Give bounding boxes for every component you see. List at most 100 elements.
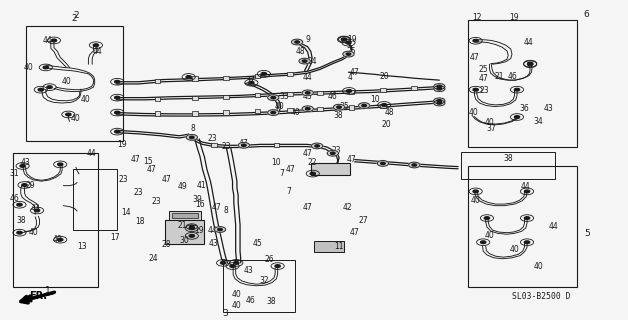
Circle shape: [302, 60, 307, 62]
Bar: [26, 26, 123, 140]
Text: 44: 44: [208, 226, 217, 235]
Circle shape: [330, 152, 335, 154]
Circle shape: [238, 142, 249, 148]
Circle shape: [189, 235, 195, 237]
Circle shape: [434, 86, 445, 92]
Text: 48: 48: [295, 47, 305, 56]
Text: 16: 16: [195, 200, 205, 209]
Text: 43: 43: [303, 92, 313, 100]
Circle shape: [190, 136, 194, 139]
Text: 47: 47: [162, 175, 171, 184]
Circle shape: [218, 228, 222, 231]
Circle shape: [58, 163, 63, 166]
Circle shape: [268, 95, 279, 100]
Text: 44: 44: [303, 73, 313, 82]
Circle shape: [473, 88, 479, 91]
Text: 41: 41: [197, 181, 206, 190]
Circle shape: [302, 90, 313, 96]
Bar: [224, 76, 229, 80]
Circle shape: [362, 104, 366, 107]
Text: 44: 44: [548, 222, 558, 231]
Text: 40: 40: [290, 108, 300, 117]
Text: 46: 46: [245, 296, 255, 305]
Text: 19: 19: [194, 226, 203, 235]
Text: 27: 27: [358, 216, 367, 225]
Circle shape: [17, 231, 22, 234]
Circle shape: [35, 209, 40, 212]
Text: 40: 40: [80, 95, 90, 104]
Text: 10: 10: [271, 158, 281, 167]
Bar: [317, 91, 323, 95]
Text: 8: 8: [191, 124, 195, 133]
Text: 47: 47: [285, 164, 295, 174]
Text: 23: 23: [331, 146, 341, 155]
Text: 36: 36: [519, 104, 529, 113]
Circle shape: [186, 224, 197, 229]
Text: 19: 19: [117, 140, 126, 149]
Text: 37: 37: [245, 76, 255, 85]
Text: 23: 23: [118, 175, 127, 184]
Text: 40: 40: [471, 196, 480, 205]
Text: 40: 40: [510, 245, 519, 254]
Circle shape: [327, 150, 338, 156]
Text: 43: 43: [21, 158, 31, 167]
Text: 28: 28: [162, 240, 171, 249]
Text: 47: 47: [470, 53, 479, 62]
Text: 24: 24: [308, 57, 318, 66]
Text: 40: 40: [232, 290, 241, 299]
Circle shape: [437, 88, 441, 90]
Text: 47: 47: [350, 68, 360, 77]
Text: 7: 7: [279, 169, 284, 178]
Bar: [255, 109, 261, 113]
Text: 40: 40: [533, 261, 543, 271]
Text: 29: 29: [26, 181, 36, 190]
Circle shape: [17, 204, 22, 206]
Circle shape: [382, 104, 387, 106]
Circle shape: [514, 88, 519, 91]
Text: 43: 43: [544, 104, 554, 113]
Text: 38: 38: [504, 155, 513, 164]
Text: 40: 40: [28, 228, 38, 236]
Text: 47: 47: [146, 165, 156, 174]
Text: 23: 23: [480, 86, 489, 95]
Text: 40: 40: [23, 63, 33, 72]
Circle shape: [295, 41, 300, 43]
Text: 21: 21: [494, 72, 504, 82]
Circle shape: [342, 38, 347, 41]
Circle shape: [528, 63, 533, 66]
Text: 2: 2: [73, 11, 78, 20]
Bar: [224, 110, 229, 115]
Text: 31: 31: [9, 169, 19, 178]
Bar: [166, 220, 204, 244]
Text: 10: 10: [371, 95, 380, 104]
Circle shape: [234, 261, 239, 264]
Text: 43: 43: [30, 204, 40, 213]
Circle shape: [186, 134, 197, 140]
Bar: [13, 153, 98, 287]
Text: 6: 6: [583, 10, 590, 19]
Text: 24: 24: [148, 254, 158, 263]
Circle shape: [214, 227, 225, 232]
Circle shape: [261, 72, 266, 75]
Circle shape: [473, 190, 479, 193]
Text: 44: 44: [521, 182, 531, 191]
Text: 35: 35: [339, 102, 349, 111]
Text: 38: 38: [333, 111, 343, 120]
Circle shape: [230, 265, 235, 268]
Bar: [223, 260, 295, 312]
Bar: [288, 108, 293, 112]
Text: 9: 9: [305, 35, 310, 44]
Text: FR.: FR.: [30, 291, 47, 301]
Circle shape: [343, 51, 354, 57]
Bar: [380, 104, 386, 108]
Bar: [169, 211, 201, 220]
Bar: [192, 111, 198, 116]
Circle shape: [189, 227, 195, 229]
Text: 20: 20: [379, 72, 389, 82]
Text: 47: 47: [303, 149, 313, 158]
Circle shape: [115, 96, 120, 99]
Circle shape: [484, 217, 490, 220]
Bar: [461, 152, 555, 179]
Bar: [154, 97, 160, 101]
Circle shape: [47, 86, 52, 88]
